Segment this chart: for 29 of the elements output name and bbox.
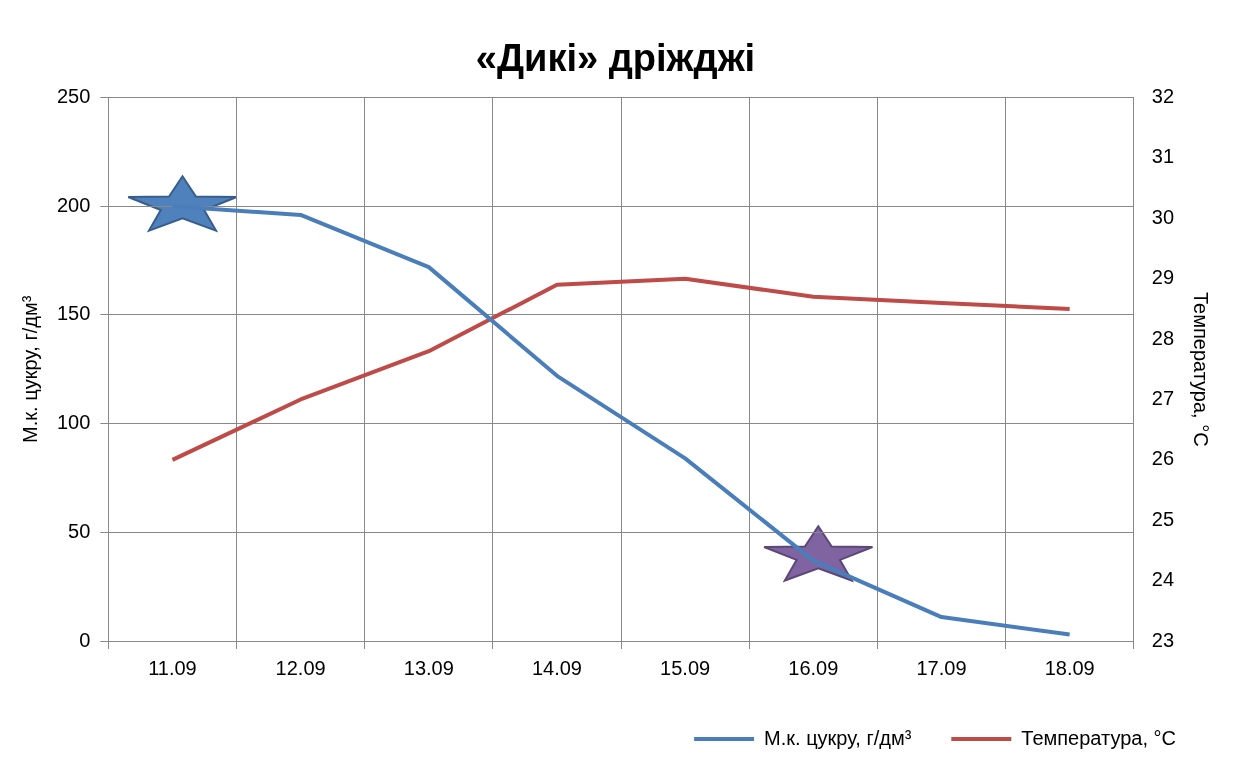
x-tick-label: 15.09 <box>660 656 711 679</box>
y2-tick-label: 31 <box>1151 145 1174 168</box>
y-tick-label: 250 <box>56 85 91 108</box>
x-tick-label: 14.09 <box>531 656 583 679</box>
y-tick-label: 200 <box>56 193 91 216</box>
y2-tick-label: 26 <box>1151 447 1174 470</box>
x-tick-label: 13.09 <box>403 656 454 679</box>
y2-tick-label: 25 <box>1151 507 1174 530</box>
y2-tick-label: 29 <box>1151 266 1174 289</box>
y2-tick-label: 24 <box>1151 568 1174 591</box>
y2-tick-label: 23 <box>1151 628 1174 651</box>
chart-title: «Дикі» дріжджі <box>475 37 756 80</box>
y-tick-label: 100 <box>56 411 91 434</box>
y2-tick-label: 27 <box>1151 387 1174 409</box>
legend-label: М.к. цукру, г/дм³ <box>764 726 912 749</box>
y-tick-label: 0 <box>79 628 91 651</box>
y-tick-label: 50 <box>68 519 91 542</box>
legend-label: Температура, °C <box>1021 726 1176 749</box>
y2-tick-label: 30 <box>1151 205 1174 228</box>
x-tick-label: 11.09 <box>148 656 197 679</box>
y-tick-label: 150 <box>56 302 91 325</box>
y2-axis-title: Температура, °C <box>1190 291 1213 447</box>
y-axis-title: М.к. цукру, г/дм³ <box>18 295 41 443</box>
y2-tick-label: 32 <box>1151 85 1174 108</box>
x-tick-label: 18.09 <box>1044 656 1095 679</box>
y2-tick-label: 28 <box>1151 326 1174 349</box>
x-tick-label: 12.09 <box>275 656 326 679</box>
x-tick-label: 17.09 <box>916 656 967 679</box>
x-tick-label: 16.09 <box>788 656 839 679</box>
